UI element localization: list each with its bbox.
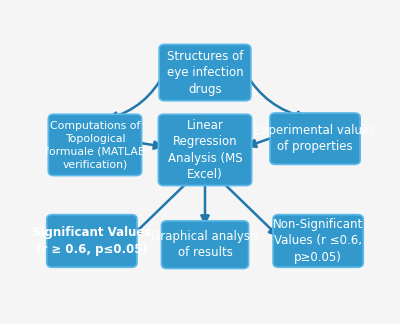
Text: Significant Values
(r ≥ 0.6, p≤0.05): Significant Values (r ≥ 0.6, p≤0.05) <box>32 226 152 256</box>
FancyBboxPatch shape <box>158 114 252 186</box>
FancyBboxPatch shape <box>270 113 360 164</box>
FancyBboxPatch shape <box>159 44 251 101</box>
Text: Non-Significant
Values (r ≤0.6,
p≥0.05): Non-Significant Values (r ≤0.6, p≥0.05) <box>273 218 363 264</box>
FancyBboxPatch shape <box>48 114 142 176</box>
FancyBboxPatch shape <box>47 214 137 267</box>
Text: Structures of
eye infection
drugs: Structures of eye infection drugs <box>167 50 243 96</box>
FancyBboxPatch shape <box>273 214 363 267</box>
FancyBboxPatch shape <box>162 221 248 269</box>
Text: Computations of
Topological
formuale (MATLAB
verification): Computations of Topological formuale (MA… <box>45 121 145 169</box>
Text: Experimental values
of properties: Experimental values of properties <box>254 124 376 154</box>
Text: Graphical analysis
of results: Graphical analysis of results <box>151 230 259 260</box>
Text: Linear
Regression
Analysis (MS
Excel): Linear Regression Analysis (MS Excel) <box>168 119 242 181</box>
